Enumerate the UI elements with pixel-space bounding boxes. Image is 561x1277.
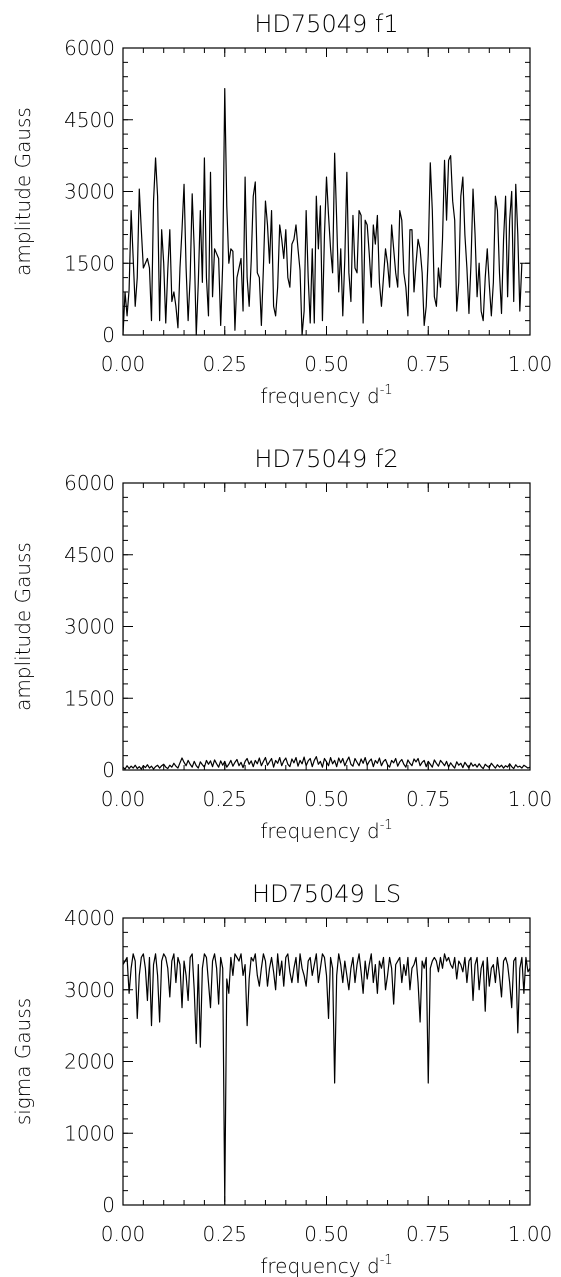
x-tick-label: 1.00 bbox=[508, 787, 553, 811]
y-tick-label: 6000 bbox=[64, 471, 115, 495]
x-tick-label: 0.25 bbox=[202, 1222, 247, 1246]
y-axis-title: amplitude Gauss bbox=[11, 542, 35, 711]
y-tick-label: 4500 bbox=[64, 543, 115, 567]
x-tick-label: 0.00 bbox=[101, 787, 146, 811]
x-tick-label: 1.00 bbox=[508, 1222, 553, 1246]
y-tick-label: 4500 bbox=[64, 108, 115, 132]
y-tick-label: 3000 bbox=[64, 615, 115, 639]
y-tick-label: 3000 bbox=[64, 180, 115, 204]
y-tick-label: 0 bbox=[102, 1193, 115, 1217]
y-tick-label: 4000 bbox=[64, 906, 115, 930]
x-tick-label: 1.00 bbox=[508, 352, 553, 376]
y-tick-label: 0 bbox=[102, 758, 115, 782]
y-axis-title: amplitude Gauss bbox=[11, 107, 35, 276]
y-tick-label: 1000 bbox=[64, 1121, 115, 1145]
y-tick-label: 1500 bbox=[64, 686, 115, 710]
x-axis-title-superscript: -1 bbox=[380, 818, 393, 833]
chart-title: HD75049 f1 bbox=[254, 10, 398, 38]
x-axis-title-superscript: -1 bbox=[380, 1253, 393, 1268]
x-tick-label: 0.50 bbox=[304, 1222, 349, 1246]
x-axis-title-superscript: -1 bbox=[380, 383, 393, 398]
x-tick-label: 0.00 bbox=[101, 1222, 146, 1246]
y-tick-label: 1500 bbox=[64, 251, 115, 275]
chart-title: HD75049 LS bbox=[252, 880, 401, 908]
x-axis-title-main: frequency d bbox=[260, 384, 379, 408]
y-tick-label: 6000 bbox=[64, 36, 115, 60]
x-tick-label: 0.75 bbox=[406, 352, 451, 376]
x-tick-label: 0.25 bbox=[202, 787, 247, 811]
x-axis-title-main: frequency d bbox=[260, 1254, 379, 1277]
panels: HD75049 f1 0.00 0.25 0.50 0.75 1.00 0 1500 3000 4… bbox=[11, 10, 552, 1277]
series-line-1 bbox=[122, 953, 531, 1203]
chart-panel-2: HD75049 f2 0.00 0.25 0.50 0.75 1.00 0 1500 3000 4… bbox=[11, 445, 552, 843]
x-tick-label: 0.75 bbox=[406, 787, 451, 811]
series-line-1 bbox=[122, 756, 531, 770]
x-axis-title: frequency d-1 bbox=[260, 383, 392, 408]
y-tick-label: 3000 bbox=[64, 978, 115, 1002]
chart-panel-1: HD75049 f1 0.00 0.25 0.50 0.75 1.00 0 1500 3000 4… bbox=[11, 10, 552, 408]
x-axis-title: frequency d-1 bbox=[260, 818, 392, 843]
y-tick-label: 2000 bbox=[64, 1050, 115, 1074]
x-tick-label: 0.50 bbox=[304, 352, 349, 376]
y-tick-label: 0 bbox=[102, 323, 115, 347]
series-line-1 bbox=[122, 88, 523, 336]
x-axis-title-main: frequency d bbox=[260, 819, 379, 843]
y-axis-title: sigma Gauss bbox=[11, 998, 35, 1125]
x-tick-label: 0.75 bbox=[406, 1222, 451, 1246]
x-axis-title: frequency d-1 bbox=[260, 1253, 392, 1277]
chart-title: HD75049 f2 bbox=[254, 445, 398, 473]
chart-panel-3: HD75049 LS 0.00 0.25 0.50 0.75 1.00 0 1000 2000 3… bbox=[11, 880, 552, 1277]
x-tick-label: 0.00 bbox=[101, 352, 146, 376]
x-tick-label: 0.25 bbox=[202, 352, 247, 376]
x-tick-label: 0.50 bbox=[304, 787, 349, 811]
